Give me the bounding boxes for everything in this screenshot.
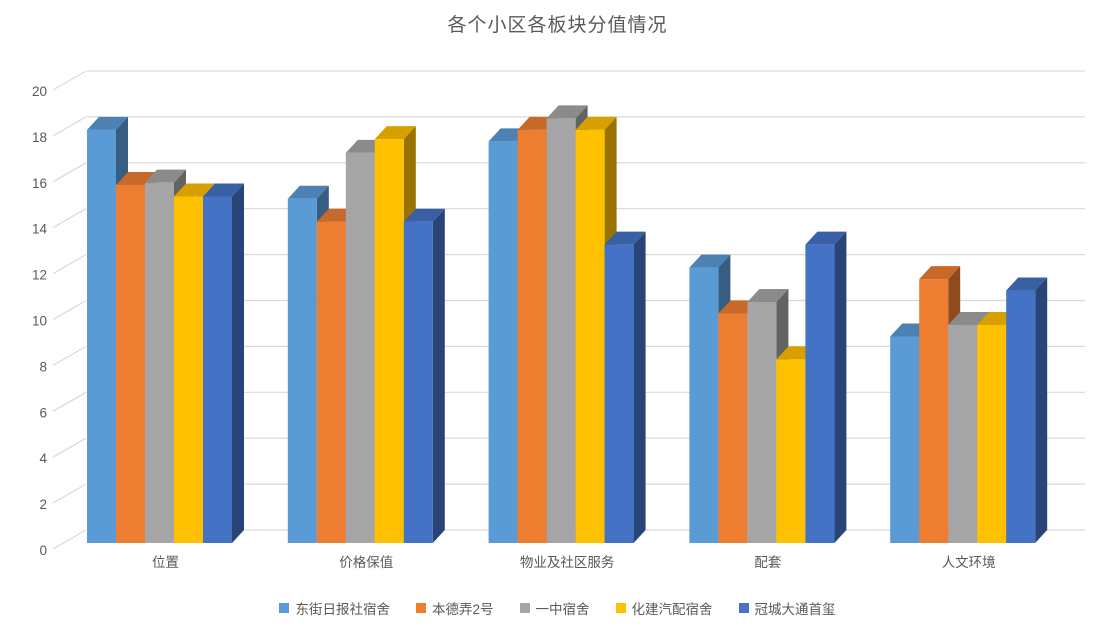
legend-item: 本德弄2号 [415,598,494,618]
legend-label: 冠城大通首玺 [754,602,836,617]
legend-marker-icon [615,603,626,613]
y-axis-label: 10 [32,314,47,329]
legend-marker-icon [415,603,426,613]
bar-化建汽配宿舍-物业及社区服务 [575,129,605,543]
bar-top-face [575,116,617,130]
bar-top-face [604,231,646,245]
y-axis-label: 14 [32,222,48,237]
bar-化建汽配宿舍-人文环境 [977,324,1007,543]
bar-side-face [633,231,646,543]
bar-top-face [1006,277,1048,291]
bar-化建汽配宿舍-价格保值 [374,139,404,543]
y-axis-tick [52,208,87,229]
bar-top-face [747,289,789,303]
legend-item: 冠城大通首玺 [738,598,836,618]
bar-top-face [948,311,990,325]
category-label: 配套 [754,555,782,570]
legend: 东街日报社宿舍 本德弄2号 一中宿舍 化建汽配宿舍 冠城大通首玺 [0,598,1115,618]
bar-本德弄2号-位置 [116,184,145,544]
y-axis-label: 4 [39,451,47,466]
bar-东街日报社宿舍-位置 [87,129,116,543]
bar-一中宿舍-位置 [145,182,174,543]
y-axis-label: 6 [39,405,47,420]
y-axis-tick [52,529,87,550]
bar-化建汽配宿舍-位置 [174,196,203,543]
bar-top-face [919,266,961,280]
legend-item: 东街日报社宿舍 [279,598,390,618]
bar-top-face [805,231,847,245]
y-axis-label: 20 [32,84,47,99]
y-axis-tick [52,116,87,137]
bar-本德弄2号-价格保值 [316,221,346,543]
y-axis-label: 18 [32,130,47,145]
y-axis-tick [52,437,87,458]
category-label: 价格保值 [339,555,393,570]
bar-top-face [174,183,215,197]
bar-top-face [87,116,128,130]
bar-一中宿舍-价格保值 [345,152,375,543]
bar-东街日报社宿舍-物业及社区服务 [488,141,518,543]
bar-一中宿舍-人文环境 [948,324,978,543]
legend-label: 一中宿舍 [535,602,590,617]
bar-一中宿舍-物业及社区服务 [546,118,576,544]
bar-东街日报社宿舍-人文环境 [890,336,920,543]
bar-冠城大通首玺-配套 [805,244,835,543]
legend-marker-icon [519,603,530,613]
legend-item: 一中宿舍 [519,598,590,618]
legend-label: 本德弄2号 [431,602,494,617]
bar-top-face [403,208,445,222]
category-label: 位置 [152,555,179,570]
legend-label: 东街日报社宿舍 [295,602,390,617]
legend-marker-icon [279,603,290,613]
category-label: 物业及社区服务 [520,555,615,570]
y-axis-tick [52,299,87,321]
y-axis-tick [52,162,87,183]
bar-top-face [689,254,731,268]
bar-冠城大通首玺-位置 [203,196,232,543]
bar-side-face [432,208,445,543]
chart-title: 各个小区各板块分值情况 [447,15,668,36]
bar-top-face [145,169,186,183]
bar-东街日报社宿舍-配套 [689,267,719,543]
y-axis-label: 0 [39,543,47,558]
bar-冠城大通首玺-物业及社区服务 [604,244,634,543]
y-axis-tick [52,483,87,504]
y-axis-label: 12 [32,268,47,283]
bar-side-face [1035,277,1048,543]
bar-top-face [203,183,244,197]
y-axis-tick [52,345,87,366]
y-axis-label: 2 [39,497,47,512]
bar-化建汽配宿舍-配套 [776,359,806,543]
bar-本德弄2号-人文环境 [919,279,949,543]
bar-冠城大通首玺-人文环境 [1006,290,1036,543]
bar-冠城大通首玺-价格保值 [403,221,433,543]
bar-top-face [287,185,329,199]
bar-本德弄2号-物业及社区服务 [517,129,547,543]
legend-item: 化建汽配宿舍 [615,598,713,618]
y-axis-tick [52,254,87,275]
bar-side-face [834,231,847,543]
legend-marker-icon [738,603,749,613]
y-axis-tick [52,391,87,412]
y-axis-tick [52,70,87,91]
bar-东街日报社宿舍-价格保值 [287,198,317,543]
legend-label: 化建汽配宿舍 [631,602,713,617]
bar-top-face [546,105,588,119]
category-label: 人文环境 [942,555,996,570]
y-axis-label: 8 [39,359,47,374]
bar-side-face [232,183,244,543]
bar-本德弄2号-配套 [718,313,748,543]
bar-top-face [374,126,416,140]
bar-一中宿舍-配套 [747,302,777,543]
y-axis-label: 16 [32,176,47,191]
